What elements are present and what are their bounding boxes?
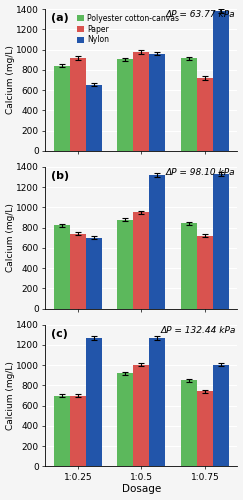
Bar bbox=[86, 338, 102, 466]
Text: ΔP = 63.77 kPa: ΔP = 63.77 kPa bbox=[166, 10, 235, 20]
Text: (c): (c) bbox=[51, 329, 68, 339]
Bar bbox=[149, 338, 165, 466]
Bar bbox=[149, 54, 165, 151]
Bar bbox=[197, 392, 213, 466]
Bar bbox=[54, 225, 70, 308]
Bar bbox=[70, 234, 86, 308]
Y-axis label: Calcium (mg/L): Calcium (mg/L) bbox=[6, 361, 15, 430]
Text: (a): (a) bbox=[51, 14, 69, 24]
Bar bbox=[54, 396, 70, 466]
Bar bbox=[86, 84, 102, 151]
Bar bbox=[213, 364, 229, 466]
Y-axis label: Calcium (mg/L): Calcium (mg/L) bbox=[6, 204, 15, 272]
X-axis label: Dosage: Dosage bbox=[122, 484, 161, 494]
Legend: Polyester cotton-canvas, Paper, Nylon: Polyester cotton-canvas, Paper, Nylon bbox=[76, 13, 180, 45]
Bar bbox=[133, 212, 149, 308]
Text: (b): (b) bbox=[51, 171, 69, 181]
Bar bbox=[181, 223, 197, 308]
Bar bbox=[117, 59, 133, 151]
Bar bbox=[213, 174, 229, 308]
Bar bbox=[70, 58, 86, 151]
Bar bbox=[149, 175, 165, 308]
Bar bbox=[181, 380, 197, 466]
Bar bbox=[133, 364, 149, 466]
Bar bbox=[181, 58, 197, 151]
Bar bbox=[197, 78, 213, 151]
Y-axis label: Calcium (mg/L): Calcium (mg/L) bbox=[6, 46, 15, 114]
Bar bbox=[117, 220, 133, 308]
Bar bbox=[86, 238, 102, 308]
Bar bbox=[70, 396, 86, 466]
Text: ΔP = 132.44 kPa: ΔP = 132.44 kPa bbox=[160, 326, 235, 335]
Bar bbox=[197, 236, 213, 308]
Bar bbox=[54, 66, 70, 151]
Text: ΔP = 98.10 kPa: ΔP = 98.10 kPa bbox=[166, 168, 235, 177]
Bar bbox=[213, 11, 229, 151]
Bar bbox=[117, 373, 133, 466]
Bar bbox=[133, 52, 149, 151]
